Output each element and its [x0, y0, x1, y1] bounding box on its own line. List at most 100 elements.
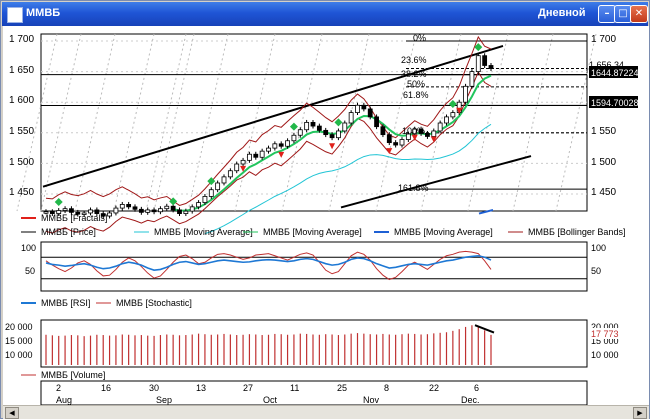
osc-tick-50-left: 50: [25, 266, 35, 276]
candle-body: [138, 208, 144, 213]
horizontal-scrollbar[interactable]: ◀ ▶: [3, 405, 649, 419]
candle-body: [412, 128, 418, 135]
candle-body: [444, 116, 449, 124]
candle-body: [164, 205, 170, 210]
fib-label-0: 0%: [413, 33, 426, 43]
day-label-2: 2: [56, 383, 61, 393]
trend-line-upper: [42, 44, 504, 188]
legend-rsi: ММВБ [RSI]: [41, 298, 90, 308]
candle-body: [316, 125, 322, 131]
fractal-down-marker: [411, 134, 418, 141]
price-tick-1550-left: 1 550: [9, 126, 34, 137]
osc-tick-50-right: 50: [591, 266, 601, 276]
bollinger-upper-band: [45, 35, 492, 207]
scroll-right-button[interactable]: ▶: [633, 407, 647, 419]
candle-body: [304, 121, 310, 131]
candle-body: [405, 133, 411, 140]
candle-body: [107, 212, 112, 217]
day-label-6: 6: [474, 383, 479, 393]
candle-body: [259, 150, 265, 158]
fractal-down-marker: [329, 143, 336, 150]
grid-vertical: [420, 33, 462, 212]
period-label: Дневной: [538, 7, 586, 19]
candle-body: [234, 163, 240, 172]
candle-body: [380, 126, 386, 136]
candle-body: [253, 153, 259, 158]
price-tick-1700-right: 1 700: [591, 34, 616, 45]
candle-body: [43, 211, 49, 214]
osc-tick-100-right: 100: [591, 243, 606, 253]
fractal-up-marker: [169, 197, 178, 206]
candle-body: [393, 142, 399, 146]
candle-body: [450, 112, 456, 118]
candle-body: [196, 202, 201, 208]
candle-body: [227, 170, 233, 178]
fractal-down-marker: [386, 148, 393, 155]
legend-ma2: ММВБ [Moving Average]: [263, 227, 362, 237]
candle-body: [374, 116, 379, 128]
grid-vertical: [153, 33, 195, 212]
candle-body: [62, 208, 68, 211]
candle-body: [170, 205, 176, 211]
legend-price: ММВБ [Price]: [41, 227, 96, 237]
candle-body: [437, 122, 443, 132]
candle-body: [297, 129, 303, 136]
level-price-value: 1594.70028: [591, 98, 639, 108]
time-axis-pane: [40, 380, 588, 405]
candle-body: [342, 122, 348, 132]
candle-body: [221, 176, 227, 184]
vol-tick-15000-right: 15 000: [591, 336, 619, 346]
fib-label-23: 23.6%: [401, 55, 427, 65]
candle-body: [49, 211, 55, 214]
vol-tick-10000-right: 10 000: [591, 350, 619, 360]
candle-body: [183, 210, 189, 214]
candle-body: [361, 104, 367, 110]
month-label-oct: Oct: [263, 395, 278, 405]
candle-body: [215, 182, 221, 191]
month-label-sep: Sep: [156, 395, 172, 405]
day-label-22: 22: [429, 383, 439, 393]
legend-ma3: ММВБ [Moving Average]: [394, 227, 493, 237]
price-tick-1550-right: 1 550: [591, 126, 616, 137]
legend-stochastic: ММВБ [Stochastic]: [116, 298, 192, 308]
candle-body: [310, 121, 316, 127]
chart-canvas[interactable]: 1 700 1 650 1 600 1 550 1 500 1 450 1 70…: [1, 26, 650, 405]
extra-price-label: 1 656.34: [589, 60, 624, 70]
grid-vertical: [40, 33, 82, 212]
day-label-30: 30: [149, 383, 159, 393]
candle-body: [132, 206, 138, 210]
candle-body: [475, 55, 481, 72]
candle-body: [69, 208, 74, 213]
vol-tick-20000-left: 20 000: [5, 322, 33, 332]
month-label-dec: Dec.: [461, 395, 480, 405]
candle-body: [94, 209, 100, 214]
candle-body: [189, 206, 195, 212]
candle-body: [113, 207, 119, 214]
price-tick-1500-right: 1 500: [591, 157, 616, 168]
candle-body: [336, 130, 341, 139]
grid-vertical: [145, 33, 187, 212]
moving-average-cyan: [204, 123, 492, 235]
fib-label-161: 161.8%: [398, 183, 429, 193]
candle-body: [100, 213, 106, 217]
scroll-left-button[interactable]: ◀: [5, 407, 19, 419]
current-volume-value: 17 773: [591, 329, 619, 339]
price-tick-1450-left: 1 450: [9, 187, 34, 198]
candle-body: [431, 130, 437, 137]
fractal-down-marker: [278, 151, 285, 158]
title-bar[interactable]: ММВБ Дневной – □ ✕: [2, 2, 648, 26]
fib-label-38: 38.2%: [401, 69, 427, 79]
legend-bollinger: ММВБ [Bollinger Bands]: [528, 227, 625, 237]
grid-vertical: [74, 33, 116, 212]
level-price-tag: [589, 96, 638, 108]
candle-body: [348, 112, 354, 124]
close-button[interactable]: ✕: [630, 5, 648, 23]
osc-tick-100-left: 100: [21, 243, 36, 253]
vol-tick-20000-right: 20 000: [591, 322, 619, 332]
candle-body: [119, 204, 125, 209]
price-tick-1500-left: 1 500: [9, 157, 34, 168]
current-price-value: 1644.87224: [591, 68, 639, 78]
legend-fractals: ММВБ [Fractals]: [41, 213, 107, 223]
price-tick-1600-left: 1 600: [9, 95, 34, 106]
fib-label-50: 50%: [407, 79, 425, 89]
